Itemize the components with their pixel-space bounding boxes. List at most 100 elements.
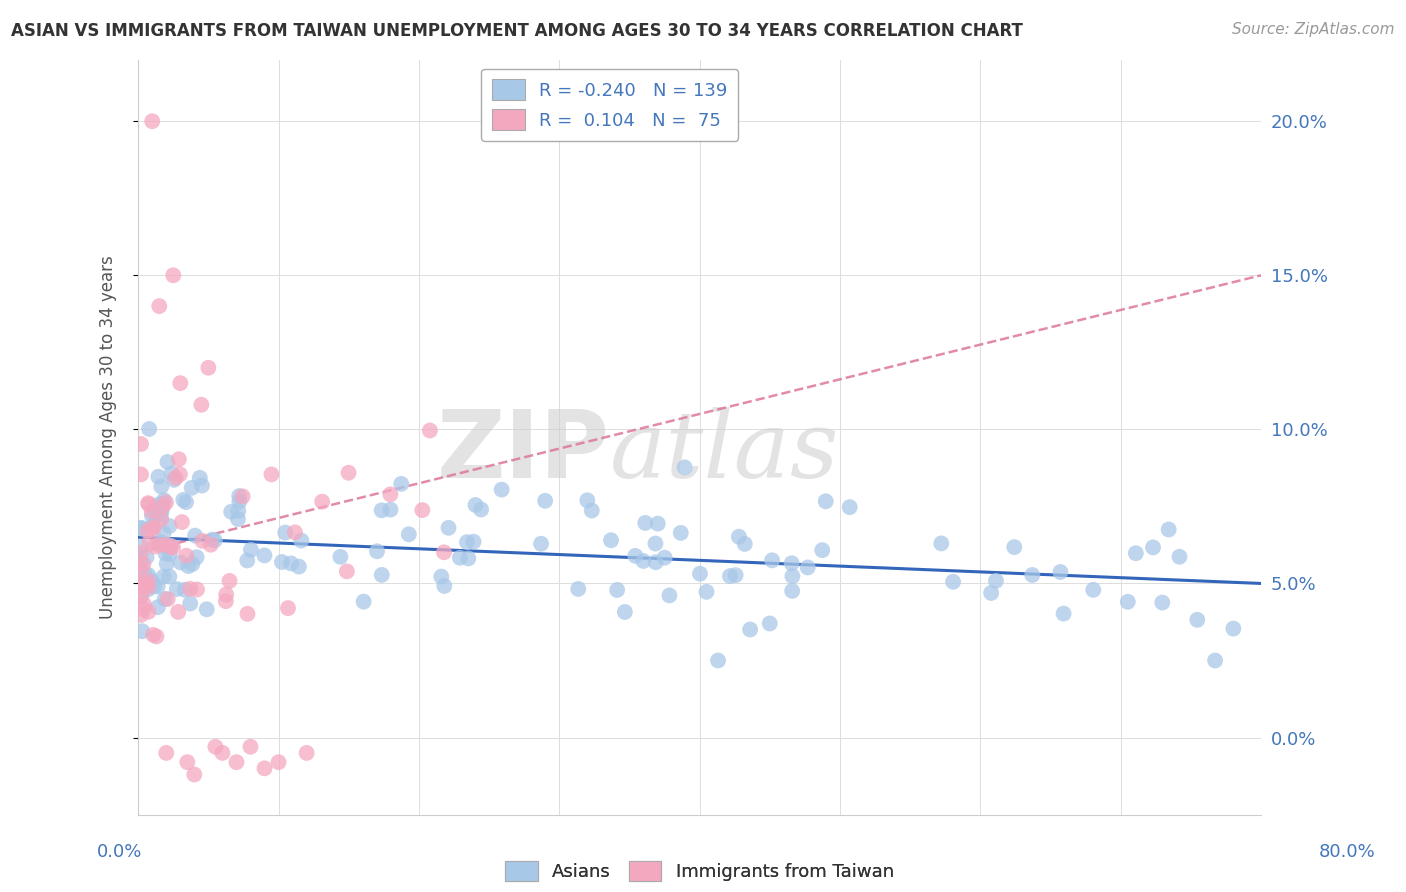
Point <box>295 746 318 760</box>
Point <box>132 597 155 611</box>
Point <box>156 592 179 607</box>
Point <box>156 540 179 554</box>
Point <box>288 559 311 574</box>
Text: ZIP: ZIP <box>437 406 610 498</box>
Point <box>162 541 184 555</box>
Point <box>464 498 486 512</box>
Point <box>179 582 201 596</box>
Point <box>398 527 420 541</box>
Point <box>1142 541 1164 555</box>
Point <box>1152 596 1174 610</box>
Point <box>226 504 249 518</box>
Point <box>204 739 226 754</box>
Point <box>1157 523 1180 537</box>
Point <box>219 505 242 519</box>
Point <box>160 467 183 481</box>
Point <box>782 569 804 583</box>
Point <box>149 534 172 549</box>
Point <box>811 543 834 558</box>
Point <box>796 560 818 574</box>
Point <box>430 569 453 583</box>
Text: Source: ZipAtlas.com: Source: ZipAtlas.com <box>1232 22 1395 37</box>
Point <box>166 582 188 596</box>
Point <box>129 467 152 482</box>
Point <box>226 512 249 526</box>
Point <box>186 550 208 565</box>
Point <box>576 493 599 508</box>
Point <box>239 739 262 754</box>
Point <box>740 623 762 637</box>
Point <box>176 549 198 563</box>
Point <box>530 537 553 551</box>
Point <box>658 589 681 603</box>
Point <box>1002 540 1025 554</box>
Point <box>152 497 174 511</box>
Point <box>204 533 226 548</box>
Point <box>225 755 247 769</box>
Point <box>176 755 198 769</box>
Point <box>157 548 180 562</box>
Point <box>491 483 513 497</box>
Point <box>146 600 169 615</box>
Text: 0.0%: 0.0% <box>97 843 142 861</box>
Point <box>145 508 167 522</box>
Point <box>1204 653 1226 667</box>
Point <box>150 512 173 526</box>
Point <box>129 555 152 569</box>
Point <box>167 452 190 467</box>
Point <box>145 629 167 643</box>
Point <box>138 497 160 511</box>
Point <box>129 589 152 603</box>
Point <box>152 525 174 540</box>
Point <box>136 496 159 510</box>
Point <box>1083 582 1105 597</box>
Point <box>1125 546 1147 560</box>
Point <box>758 616 780 631</box>
Point <box>389 476 412 491</box>
Point <box>336 565 359 579</box>
Point <box>1187 613 1209 627</box>
Point <box>228 494 250 508</box>
Point <box>141 114 163 128</box>
Point <box>169 467 191 482</box>
Point <box>366 544 388 558</box>
Point <box>211 746 233 760</box>
Point <box>456 535 478 549</box>
Point <box>644 536 666 550</box>
Point <box>624 549 647 563</box>
Point <box>177 559 200 574</box>
Point <box>146 579 169 593</box>
Point <box>433 579 456 593</box>
Point <box>184 528 207 542</box>
Point <box>141 574 163 588</box>
Point <box>153 591 176 606</box>
Point <box>142 521 165 535</box>
Y-axis label: Unemployment Among Ages 30 to 34 years: Unemployment Among Ages 30 to 34 years <box>100 255 117 619</box>
Point <box>163 473 186 487</box>
Point <box>188 471 211 485</box>
Point <box>141 519 163 533</box>
Point <box>814 494 837 508</box>
Point <box>173 582 195 597</box>
Point <box>132 602 155 616</box>
Point <box>633 554 655 568</box>
Point <box>457 551 479 566</box>
Point <box>780 583 803 598</box>
Point <box>215 587 238 601</box>
Point <box>131 581 153 595</box>
Point <box>149 538 172 552</box>
Point <box>567 582 589 596</box>
Point <box>232 490 254 504</box>
Point <box>613 605 636 619</box>
Point <box>132 558 155 572</box>
Point <box>290 533 312 548</box>
Point <box>141 522 163 536</box>
Point <box>647 516 669 531</box>
Point <box>159 519 181 533</box>
Point <box>695 584 717 599</box>
Point <box>433 545 456 559</box>
Point <box>371 567 394 582</box>
Point <box>157 569 180 583</box>
Point <box>136 580 159 594</box>
Point <box>152 570 174 584</box>
